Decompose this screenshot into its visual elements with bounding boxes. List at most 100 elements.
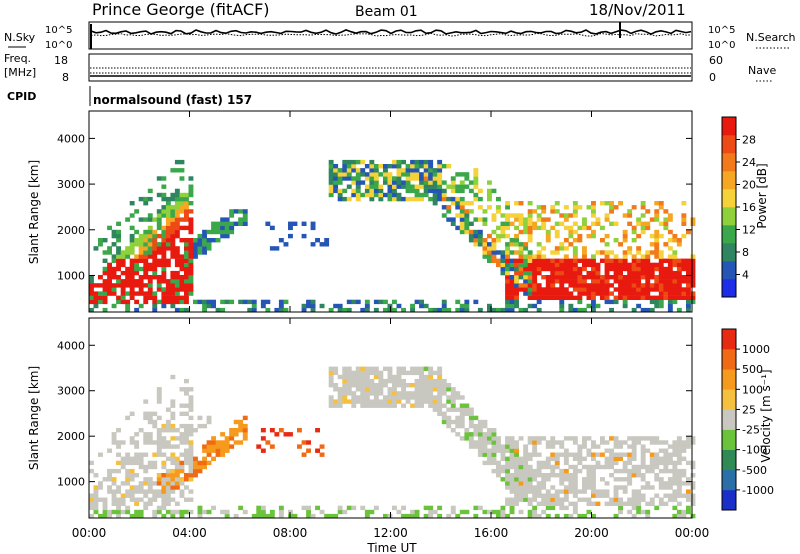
power-cell xyxy=(111,303,117,309)
velocity-cell xyxy=(111,489,117,494)
power-cell xyxy=(568,307,574,313)
power-colorbar-swatch xyxy=(722,153,736,172)
power-cell xyxy=(392,192,397,198)
velocity-cell xyxy=(541,501,547,506)
power-cell xyxy=(468,229,474,235)
velocity-cell xyxy=(518,509,524,515)
power-cell xyxy=(618,201,623,206)
velocity-cell xyxy=(161,481,167,486)
power-cell xyxy=(419,196,424,202)
power-cell xyxy=(410,172,415,177)
power-cell xyxy=(518,242,524,247)
power-cell xyxy=(658,254,664,259)
power-cell xyxy=(450,217,456,222)
velocity-cell xyxy=(676,456,682,461)
velocity-cell xyxy=(527,440,533,445)
power-cell xyxy=(165,242,171,247)
velocity-cell xyxy=(152,493,158,498)
velocity-cell xyxy=(559,473,565,478)
velocity-cell xyxy=(428,505,434,511)
velocity-cell xyxy=(672,460,678,466)
power-cell xyxy=(568,279,574,284)
power-cell xyxy=(636,303,642,309)
power-cell xyxy=(174,229,180,235)
velocity-cell xyxy=(306,440,311,445)
velocity-cell xyxy=(346,505,352,511)
power-cell xyxy=(572,279,578,284)
velocity-cell xyxy=(116,428,121,433)
power-cell xyxy=(559,299,565,305)
power-cell xyxy=(536,225,542,231)
velocity-cell xyxy=(102,505,108,511)
power-cell xyxy=(491,246,497,251)
velocity-cell xyxy=(306,448,311,453)
power-cell xyxy=(591,209,596,214)
power-cell xyxy=(686,258,691,263)
velocity-cell xyxy=(541,493,547,498)
velocity-cell xyxy=(378,370,384,376)
power-cell xyxy=(654,242,660,247)
power-cell xyxy=(582,262,587,268)
power-cell xyxy=(184,287,189,292)
power-cell xyxy=(188,238,194,243)
power-cell xyxy=(568,213,574,218)
power-cell xyxy=(514,283,519,288)
power-cell xyxy=(102,258,108,263)
power-cell xyxy=(229,221,235,226)
power-cell xyxy=(586,233,592,239)
velocity-cell xyxy=(170,473,176,478)
power-cell xyxy=(310,221,316,226)
power-cell xyxy=(523,217,529,222)
velocity-cell xyxy=(265,440,271,445)
velocity-cell xyxy=(337,387,343,392)
nave-tick-high: 60 xyxy=(709,54,723,67)
velocity-cell xyxy=(509,448,515,453)
power-cell xyxy=(473,233,479,239)
power-cell xyxy=(328,180,334,185)
power-cell xyxy=(107,279,112,284)
velocity-cell xyxy=(509,489,515,494)
power-cell xyxy=(129,291,135,296)
velocity-cell xyxy=(613,477,619,482)
velocity-cell xyxy=(355,374,361,380)
power-cell xyxy=(523,254,529,259)
power-cell xyxy=(138,303,144,309)
power-cell xyxy=(134,307,140,313)
velocity-cell xyxy=(360,395,366,400)
velocity-cell xyxy=(378,391,384,396)
velocity-cell xyxy=(116,460,121,466)
power-cell xyxy=(161,275,167,280)
velocity-cell xyxy=(681,448,687,453)
velocity-cell xyxy=(690,485,696,490)
power-cell xyxy=(473,217,479,222)
velocity-cell xyxy=(414,387,420,392)
power-cell xyxy=(654,238,660,243)
velocity-cell xyxy=(681,456,687,461)
power-cell xyxy=(459,172,465,177)
power-cell xyxy=(658,266,664,272)
velocity-cell xyxy=(401,505,406,511)
velocity-cell xyxy=(188,428,194,433)
power-cell xyxy=(346,307,352,313)
velocity-cell xyxy=(337,403,343,408)
velocity-cell xyxy=(609,436,614,441)
power-cell xyxy=(392,164,397,169)
power-cell xyxy=(500,270,506,276)
velocity-cell xyxy=(640,444,646,449)
power-cell xyxy=(509,295,515,300)
velocity-cell xyxy=(473,440,479,445)
power-cell xyxy=(541,266,547,272)
velocity-cell xyxy=(649,464,655,470)
power-cell xyxy=(681,201,687,206)
velocity-cell xyxy=(487,452,492,457)
power-cell xyxy=(116,254,121,259)
power-cell xyxy=(156,250,162,255)
power-cell xyxy=(446,209,452,214)
velocity-cell xyxy=(152,423,158,429)
velocity-cell xyxy=(428,509,434,515)
power-cell xyxy=(138,254,144,259)
power-cell xyxy=(500,225,506,231)
velocity-cell xyxy=(676,501,682,506)
velocity-cell xyxy=(468,423,474,429)
power-cell xyxy=(686,275,691,280)
